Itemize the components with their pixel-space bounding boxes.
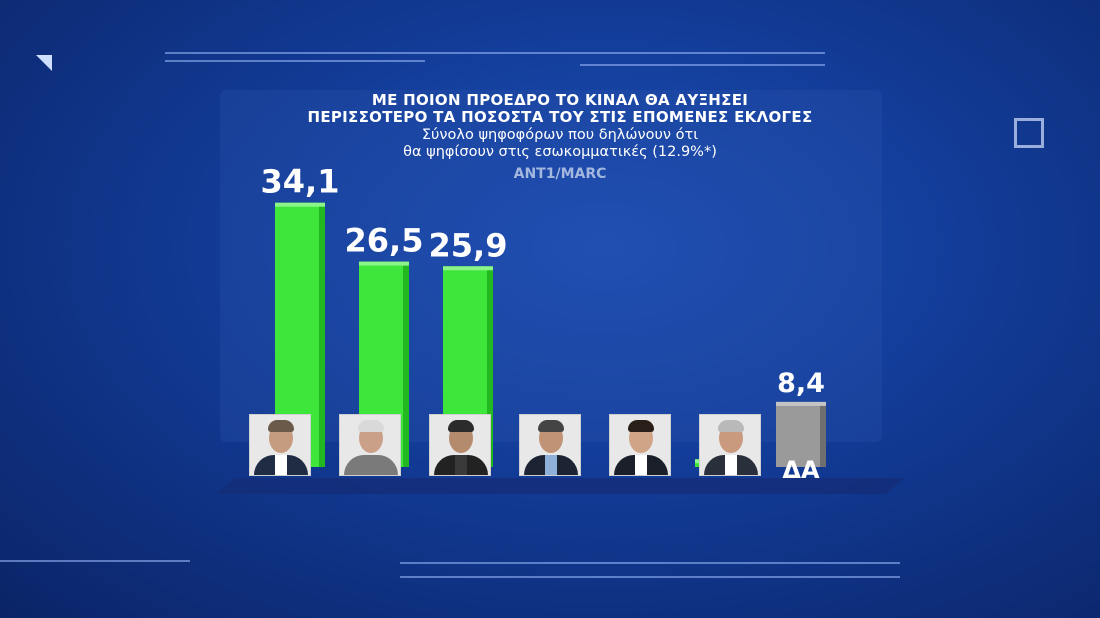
bar [776, 401, 820, 467]
chart-floor [215, 478, 905, 494]
title-line-2: ΠΕΡΙΣΣΟΤΕΡΟ ΤΑ ΠΟΣΟΣΤΑ ΤΟΥ ΣΤΙΣ ΕΠΟΜΕΝΕΣ… [307, 108, 813, 126]
bar-value-label: 26,5 [345, 222, 424, 260]
chart-title: ΜΕ ΠΟΙΟΝ ΠΡΟΕΔΡΟ ΤΟ ΚΙΝΑΛ ΘΑ ΑΥΞΗΣΕΙ ΠΕΡ… [230, 92, 890, 126]
bar-value-label: 34,1 [261, 163, 340, 201]
bar-top [443, 266, 493, 271]
candidate-photo [249, 414, 311, 476]
subtitle-line-2: θα ψηφίσουν στις εσωκομματικές (12.9%*) [403, 144, 717, 160]
chart-source: ANT1/MARC [513, 166, 607, 182]
bar-value-label: 8,4 [777, 368, 825, 399]
candidate-photo [699, 414, 761, 476]
chart-panel [220, 90, 882, 442]
candidate-photo [519, 414, 581, 476]
bar-value-label: 25,9 [429, 226, 508, 264]
candidate-photo [339, 414, 401, 476]
corner-triangle-icon [36, 55, 52, 71]
candidate-photo [609, 414, 671, 476]
bar-top [275, 202, 325, 207]
bar-side [403, 261, 409, 467]
decor-line [580, 64, 825, 66]
bar-side [319, 202, 325, 467]
bar-top [359, 261, 409, 266]
chart-subtitle: Σύνολο ψηφοφόρων που δηλώνουν ότι θα ψηφ… [230, 127, 890, 161]
decor-line [0, 560, 190, 562]
bar-top [776, 401, 826, 406]
category-label: ΔΑ [782, 456, 820, 484]
subtitle-line-1: Σύνολο ψηφοφόρων που δηλώνουν ότι [421, 127, 699, 143]
decor-line [165, 60, 425, 62]
decor-line [400, 576, 900, 578]
candidate-photo [429, 414, 491, 476]
decor-line [400, 562, 900, 564]
bar-side [487, 266, 493, 467]
square-outline-icon [1014, 118, 1044, 148]
bar-side [820, 401, 826, 467]
title-line-1: ΜΕ ΠΟΙΟΝ ΠΡΟΕΔΡΟ ΤΟ ΚΙΝΑΛ ΘΑ ΑΥΞΗΣΕΙ [371, 91, 749, 109]
decor-line [165, 52, 825, 54]
